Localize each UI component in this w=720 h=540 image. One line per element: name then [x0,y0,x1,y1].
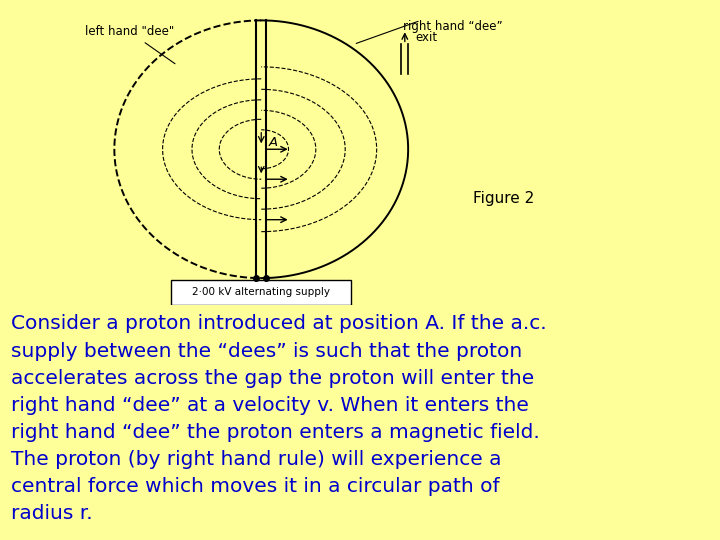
Text: left hand "dee": left hand "dee" [85,25,175,64]
Text: Consider a proton introduced at position A. If the a.c.: Consider a proton introduced at position… [11,314,546,334]
Text: right hand “dee” at a velocity v. When it enters the: right hand “dee” at a velocity v. When i… [11,395,528,415]
Text: right hand “dee”: right hand “dee” [403,19,503,33]
Text: right hand “dee” the proton enters a magnetic field.: right hand “dee” the proton enters a mag… [11,422,539,442]
Text: accelerates across the gap the proton will enter the: accelerates across the gap the proton wi… [11,368,534,388]
Text: central force which moves it in a circular path of: central force which moves it in a circul… [11,477,500,496]
Text: radius r.: radius r. [11,504,92,523]
Text: 2·00 kV alternating supply: 2·00 kV alternating supply [192,287,330,298]
Text: supply between the “dees” is such that the proton: supply between the “dees” is such that t… [11,341,522,361]
Text: Figure 2: Figure 2 [473,191,535,206]
FancyBboxPatch shape [171,280,351,305]
Text: The proton (by right hand rule) will experience a: The proton (by right hand rule) will exp… [11,450,501,469]
Text: A: A [269,136,278,149]
Text: exit: exit [415,31,438,44]
